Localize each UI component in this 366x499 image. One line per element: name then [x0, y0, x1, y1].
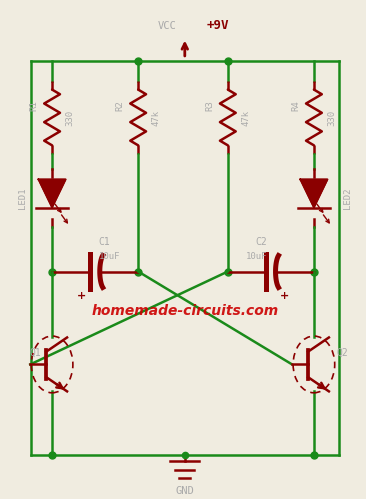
Text: +: + — [77, 291, 86, 301]
Polygon shape — [38, 179, 66, 208]
Text: R1: R1 — [29, 100, 38, 111]
Text: 330: 330 — [328, 109, 337, 126]
Polygon shape — [300, 179, 328, 208]
Text: homemade-circuits.com: homemade-circuits.com — [91, 303, 279, 318]
Text: R3: R3 — [205, 100, 214, 111]
Text: +: + — [280, 291, 289, 301]
Text: C1: C1 — [99, 237, 111, 247]
Text: Q1: Q1 — [30, 348, 42, 358]
Text: LED2: LED2 — [343, 188, 352, 209]
Text: VCC: VCC — [157, 21, 176, 31]
Text: 47k: 47k — [152, 109, 161, 126]
Text: +9V: +9V — [206, 19, 229, 32]
Text: Q2: Q2 — [337, 348, 348, 358]
Text: 10uF: 10uF — [99, 252, 120, 261]
Text: 47k: 47k — [242, 109, 250, 126]
Text: R2: R2 — [116, 100, 124, 111]
Text: C2: C2 — [255, 237, 267, 247]
Text: R4: R4 — [291, 100, 300, 111]
Text: LED1: LED1 — [18, 188, 27, 209]
Text: GND: GND — [175, 486, 194, 496]
Text: 10uF: 10uF — [246, 252, 267, 261]
Text: 330: 330 — [66, 109, 75, 126]
